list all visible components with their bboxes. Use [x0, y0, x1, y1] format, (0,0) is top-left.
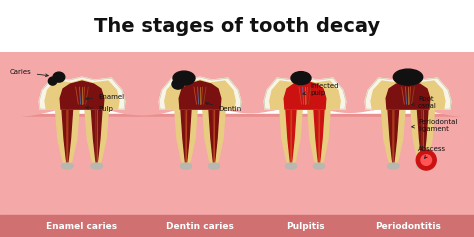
Text: Pulp: Pulp — [86, 106, 113, 112]
Polygon shape — [418, 109, 428, 166]
Polygon shape — [382, 109, 405, 169]
Ellipse shape — [48, 77, 57, 85]
Bar — [0, 117, 474, 237]
Polygon shape — [181, 109, 191, 166]
Text: Dentin: Dentin — [206, 102, 241, 112]
Polygon shape — [365, 77, 451, 109]
Polygon shape — [179, 81, 221, 109]
Polygon shape — [165, 80, 235, 109]
Polygon shape — [411, 109, 435, 169]
Text: The stages of tooth decay: The stages of tooth decay — [94, 17, 380, 36]
Polygon shape — [270, 80, 340, 109]
Ellipse shape — [173, 71, 195, 85]
Polygon shape — [203, 109, 225, 169]
Text: Dentin caries: Dentin caries — [166, 222, 234, 231]
Bar — [0, 215, 474, 237]
Polygon shape — [60, 81, 104, 109]
Polygon shape — [386, 81, 430, 109]
Polygon shape — [55, 109, 79, 169]
Polygon shape — [286, 109, 296, 166]
Polygon shape — [264, 77, 346, 109]
Text: Enamel caries: Enamel caries — [46, 222, 118, 231]
Ellipse shape — [209, 163, 219, 169]
Polygon shape — [209, 109, 219, 166]
Polygon shape — [388, 109, 399, 166]
Ellipse shape — [387, 163, 399, 169]
Polygon shape — [314, 109, 324, 166]
Polygon shape — [371, 80, 445, 109]
Text: Periodontal
ligament: Periodontal ligament — [412, 118, 457, 132]
Text: Caries: Caries — [10, 69, 48, 77]
Ellipse shape — [172, 79, 184, 89]
Polygon shape — [284, 81, 326, 109]
Circle shape — [421, 155, 431, 165]
Ellipse shape — [313, 163, 325, 169]
Ellipse shape — [181, 163, 191, 169]
Text: Enamel: Enamel — [86, 94, 124, 100]
Polygon shape — [62, 109, 73, 166]
Polygon shape — [45, 80, 119, 109]
Polygon shape — [308, 109, 330, 169]
Ellipse shape — [417, 163, 428, 169]
Bar — [0, 114, 474, 120]
Ellipse shape — [393, 69, 423, 85]
Text: Pulpitis: Pulpitis — [286, 222, 324, 231]
Ellipse shape — [291, 72, 311, 85]
Text: Abscess: Abscess — [418, 146, 446, 158]
Ellipse shape — [62, 163, 73, 169]
Circle shape — [416, 150, 436, 170]
Ellipse shape — [53, 72, 65, 82]
Ellipse shape — [91, 163, 102, 169]
Polygon shape — [39, 77, 125, 109]
Polygon shape — [91, 109, 102, 166]
Polygon shape — [85, 109, 109, 169]
Polygon shape — [159, 77, 241, 109]
Text: Infected
pulp: Infected pulp — [303, 83, 338, 96]
Text: Periodontitis: Periodontitis — [375, 222, 441, 231]
Polygon shape — [280, 109, 302, 169]
Polygon shape — [175, 109, 197, 169]
Ellipse shape — [285, 163, 297, 169]
Text: Root
canal: Root canal — [411, 96, 437, 109]
